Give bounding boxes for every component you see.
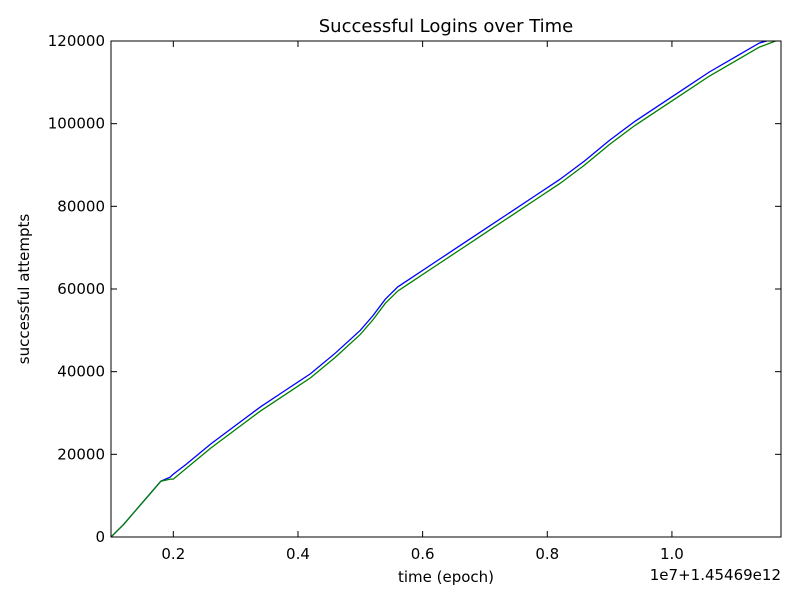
x-tick-label: 0.8 [535, 545, 559, 563]
y-axis: 0 20000 40000 60000 80000 100000 120000 [48, 32, 781, 546]
series-line-0 [111, 41, 769, 537]
y-axis-label: successful attempts [15, 214, 33, 365]
x-tick-label: 0.6 [411, 545, 435, 563]
y-tick-label: 0 [95, 528, 105, 546]
x-tick-label: 1.0 [660, 545, 684, 563]
x-axis: 0.2 0.4 0.6 0.8 1.0 [161, 41, 684, 563]
y-tick-label: 60000 [57, 280, 105, 298]
y-tick-label: 100000 [48, 115, 105, 133]
y-tick-label: 80000 [57, 197, 105, 215]
plot-frame [110, 40, 782, 538]
chart-title: Successful Logins over Time [319, 16, 574, 37]
series-layer [111, 41, 778, 537]
y-tick-label: 40000 [57, 363, 105, 381]
y-tick-label: 20000 [57, 445, 105, 463]
series-line-1 [111, 41, 778, 537]
x-axis-label: time (epoch) [398, 568, 494, 586]
x-offset-label: 1e7+1.45469e12 [650, 566, 781, 584]
x-tick-label: 0.2 [161, 545, 185, 563]
x-tick-label: 0.4 [286, 545, 310, 563]
y-tick-label: 120000 [48, 32, 105, 50]
